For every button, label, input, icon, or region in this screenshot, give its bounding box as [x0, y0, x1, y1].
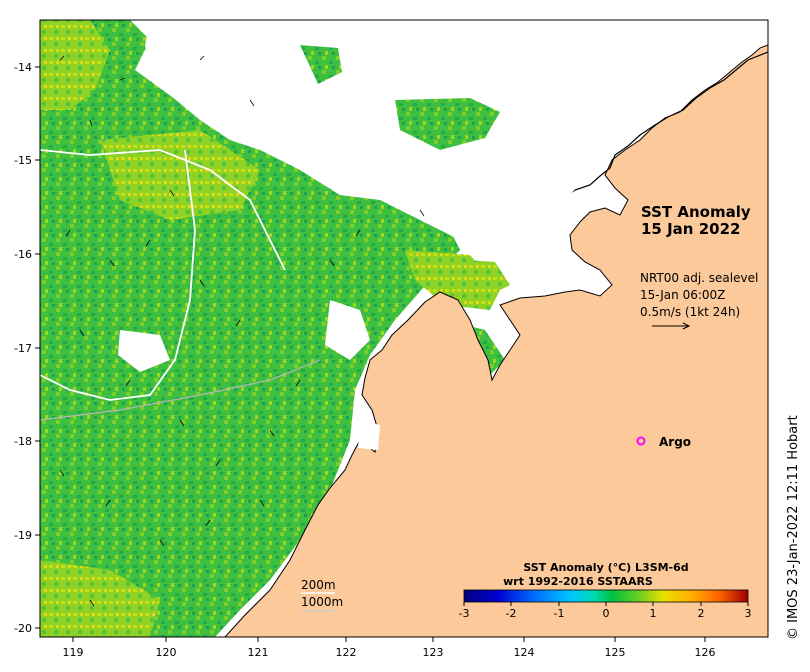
colorbar-tick: 1: [650, 607, 657, 620]
lat-tick: -16: [14, 248, 32, 261]
argo-float-icon: [636, 436, 646, 446]
lon-tick: 121: [248, 646, 269, 659]
colorbar: SST Anomaly (°C) L3SM-6d wrt 1992-2016 S…: [459, 561, 752, 620]
current-source: NRT00 adj. sealevel: [640, 271, 758, 285]
credit-text: © IMOS 23-Jan-2022 12:11 Hobart: [786, 415, 801, 640]
lon-tick: 124: [514, 646, 535, 659]
isobath-gray: [40, 359, 321, 421]
arrow-scale-icon: [652, 322, 691, 330]
isobath-1000-label: 1000m: [301, 595, 343, 609]
arrow-scale-label: 0.5m/s (1kt 24h): [640, 305, 740, 319]
lat-tick: -19: [14, 529, 32, 542]
lon-tick: 125: [605, 646, 626, 659]
isobath-200: [40, 149, 196, 401]
lon-tick: 120: [156, 646, 177, 659]
colorbar-tick: 2: [698, 607, 705, 620]
map-title-line1: SST Anomaly: [641, 203, 751, 221]
colorbar-tick: 0: [603, 607, 610, 620]
lat-tick: -17: [14, 342, 32, 355]
axis-tick-marks: [35, 66, 706, 642]
lon-axis: 119 120 121 122 123 124 125 126: [63, 646, 716, 659]
colorbar-title-line2: wrt 1992-2016 SSTAARS: [503, 575, 653, 588]
lat-tick: -18: [14, 435, 32, 448]
colorbar-gradient: [463, 589, 749, 603]
current-vectors: [59, 55, 425, 607]
cloud-mask: [118, 20, 640, 450]
isobath-1000: [40, 149, 286, 271]
colorbar-tick: 3: [745, 607, 752, 620]
coastline-islands: [559, 51, 768, 201]
lon-tick: 123: [423, 646, 444, 659]
map-title-line2: 15 Jan 2022: [641, 220, 740, 238]
lon-tick: 126: [695, 646, 716, 659]
argo-label: Argo: [659, 435, 691, 449]
colorbar-tick: -2: [506, 607, 517, 620]
plot-frame: [39, 19, 769, 638]
lat-axis: -14 -15 -16 -17 -18 -19 -20: [14, 61, 32, 635]
lat-tick: -14: [14, 61, 32, 74]
colorbar-tick: -1: [554, 607, 565, 620]
colorbar-tick: -3: [459, 607, 470, 620]
lat-tick: -20: [14, 622, 32, 635]
lon-tick: 119: [63, 646, 84, 659]
lat-tick: -15: [14, 154, 32, 167]
current-time: 15-Jan 06:00Z: [640, 288, 725, 302]
colorbar-title-line1: SST Anomaly (°C) L3SM-6d: [523, 561, 688, 574]
lon-tick: 122: [336, 646, 357, 659]
isobath-200-label: 200m: [301, 578, 336, 592]
